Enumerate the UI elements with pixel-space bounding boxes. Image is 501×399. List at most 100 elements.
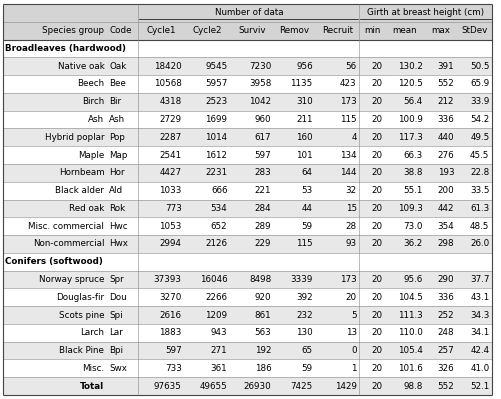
Text: 105.4: 105.4 [398, 346, 423, 355]
Text: 109.3: 109.3 [398, 204, 423, 213]
Text: 1135: 1135 [291, 79, 313, 89]
Text: 110.0: 110.0 [398, 328, 423, 337]
Text: Bir: Bir [109, 97, 121, 106]
Text: 10568: 10568 [154, 79, 182, 89]
Bar [3, 164, 492, 182]
Text: Black Pine: Black Pine [60, 346, 104, 355]
Text: 2287: 2287 [159, 133, 182, 142]
Text: Ald: Ald [109, 186, 123, 195]
Text: 1209: 1209 [205, 310, 227, 320]
Text: Red oak: Red oak [69, 204, 104, 213]
Text: 37.7: 37.7 [470, 275, 489, 284]
Text: 2126: 2126 [205, 239, 227, 249]
Bar [3, 22, 492, 40]
Text: 36.2: 36.2 [403, 239, 423, 249]
Text: 2994: 2994 [160, 239, 182, 249]
Text: 186: 186 [255, 364, 272, 373]
Text: 50.5: 50.5 [470, 62, 489, 71]
Text: 20: 20 [371, 168, 382, 177]
Text: 1699: 1699 [205, 115, 227, 124]
Text: 20: 20 [371, 328, 382, 337]
Text: Non-commercial: Non-commercial [33, 239, 104, 249]
Text: 37393: 37393 [154, 275, 182, 284]
Bar [3, 4, 492, 22]
Text: Maple: Maple [78, 150, 104, 160]
Text: 56.4: 56.4 [403, 97, 423, 106]
Text: 1053: 1053 [159, 222, 182, 231]
Text: 1042: 1042 [249, 97, 272, 106]
Text: Native oak: Native oak [58, 62, 104, 71]
Text: Total: Total [80, 381, 104, 391]
Text: 310: 310 [296, 97, 313, 106]
Text: Number of data: Number of data [214, 8, 283, 18]
Text: 66.3: 66.3 [403, 150, 423, 160]
Text: 193: 193 [438, 168, 454, 177]
Text: 200: 200 [437, 186, 454, 195]
Text: 13: 13 [346, 328, 357, 337]
Text: 290: 290 [438, 275, 454, 284]
Text: 3270: 3270 [159, 293, 182, 302]
Text: 861: 861 [255, 310, 272, 320]
Text: 34.1: 34.1 [470, 328, 489, 337]
Text: Conifers (softwood): Conifers (softwood) [6, 257, 103, 266]
Text: 101: 101 [296, 150, 313, 160]
Text: 28: 28 [346, 222, 357, 231]
Text: 391: 391 [438, 62, 454, 71]
Text: 20: 20 [371, 97, 382, 106]
Text: 354: 354 [437, 222, 454, 231]
Bar [3, 217, 492, 235]
Bar [3, 57, 492, 75]
Text: 115: 115 [296, 239, 313, 249]
Text: 130.2: 130.2 [398, 62, 423, 71]
Text: 597: 597 [255, 150, 272, 160]
Bar [3, 182, 492, 200]
Text: 2523: 2523 [205, 97, 227, 106]
Text: Cycle1: Cycle1 [147, 26, 176, 35]
Text: Species group: Species group [42, 26, 104, 35]
Text: Code: Code [109, 26, 132, 35]
Text: 212: 212 [438, 97, 454, 106]
Text: 134: 134 [340, 150, 357, 160]
Text: 100.9: 100.9 [398, 115, 423, 124]
Text: 232: 232 [296, 310, 313, 320]
Text: Hwx: Hwx [109, 239, 128, 249]
Text: 104.5: 104.5 [398, 293, 423, 302]
Text: 2729: 2729 [159, 115, 182, 124]
Text: 73.0: 73.0 [403, 222, 423, 231]
Text: 44: 44 [302, 204, 313, 213]
Text: 597: 597 [165, 346, 182, 355]
Text: min: min [364, 26, 380, 35]
Text: Hybrid poplar: Hybrid poplar [45, 133, 104, 142]
Text: 56: 56 [346, 62, 357, 71]
Text: 2231: 2231 [205, 168, 227, 177]
Text: 20: 20 [371, 364, 382, 373]
Text: max: max [431, 26, 450, 35]
Bar [3, 111, 492, 128]
Text: 943: 943 [211, 328, 227, 337]
Text: 5957: 5957 [205, 79, 227, 89]
Bar [3, 359, 492, 377]
Text: 7425: 7425 [291, 381, 313, 391]
Text: Lar: Lar [109, 328, 123, 337]
Text: 552: 552 [437, 79, 454, 89]
Bar [3, 146, 492, 164]
Text: 666: 666 [211, 186, 227, 195]
Text: 93: 93 [346, 239, 357, 249]
Bar [3, 288, 492, 306]
Bar [3, 324, 492, 342]
Text: 33.9: 33.9 [470, 97, 489, 106]
Text: 61.3: 61.3 [470, 204, 489, 213]
Text: 289: 289 [255, 222, 272, 231]
Text: Swx: Swx [109, 364, 127, 373]
Text: 33.5: 33.5 [470, 186, 489, 195]
Text: 2541: 2541 [159, 150, 182, 160]
Text: 59: 59 [302, 364, 313, 373]
Text: 423: 423 [340, 79, 357, 89]
Text: 20: 20 [371, 133, 382, 142]
Text: 59: 59 [302, 222, 313, 231]
Text: 552: 552 [437, 381, 454, 391]
Text: 7230: 7230 [249, 62, 272, 71]
Text: 20: 20 [371, 222, 382, 231]
Text: 55.1: 55.1 [403, 186, 423, 195]
Text: Oak: Oak [109, 62, 127, 71]
